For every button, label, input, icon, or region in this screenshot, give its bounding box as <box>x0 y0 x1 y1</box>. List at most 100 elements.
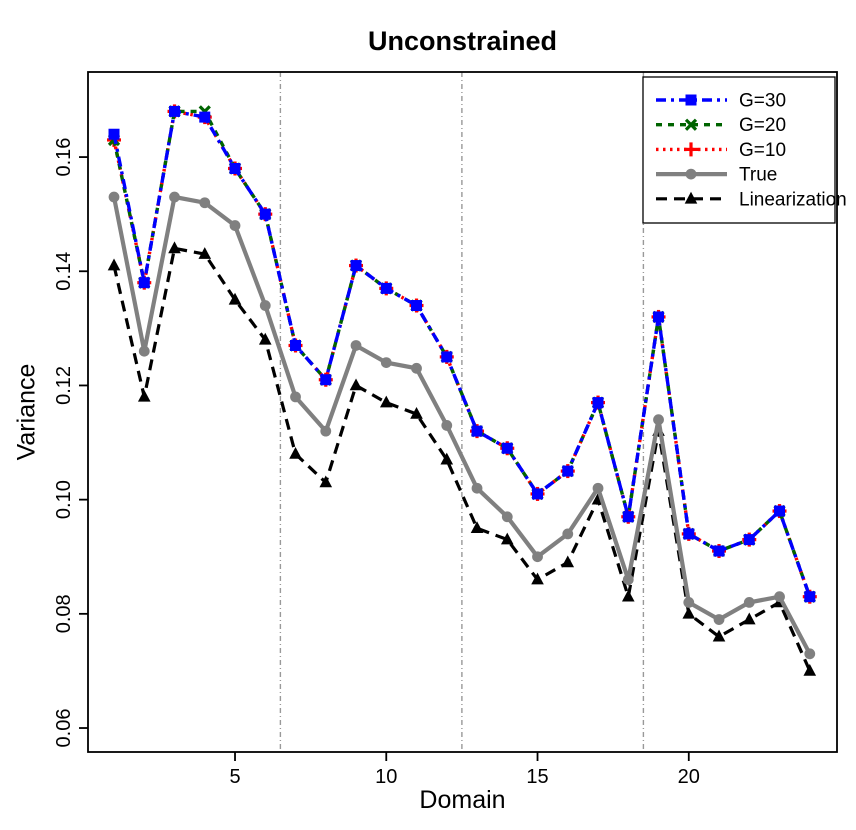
y-tick-label: 0.12 <box>53 366 75 405</box>
y-tick-label: 0.14 <box>53 252 75 291</box>
y-tick-label: 0.08 <box>53 594 75 633</box>
x-tick-label: 10 <box>375 766 397 788</box>
triangle-marker <box>258 332 272 345</box>
x-marker <box>684 118 698 131</box>
square-marker <box>622 511 634 523</box>
circle-marker <box>653 414 664 426</box>
circle-marker <box>532 551 543 563</box>
triangle-marker <box>410 406 423 419</box>
x-tick-label: 15 <box>526 766 548 788</box>
y-tick-label: 0.06 <box>53 709 75 748</box>
square-marker <box>350 260 362 272</box>
circle-marker <box>713 614 725 625</box>
circle-marker <box>108 191 120 203</box>
square-marker <box>108 128 120 140</box>
legend-label: Linearization <box>739 189 847 210</box>
circle-marker <box>683 597 695 608</box>
separator-gridlines <box>279 72 645 752</box>
legend: G=30 G=20 G=10 True Linearization <box>642 76 847 224</box>
circle-marker <box>622 574 634 585</box>
circle-marker <box>501 511 513 523</box>
square-marker <box>199 111 211 123</box>
circle-marker <box>290 391 301 403</box>
square-marker <box>653 311 665 323</box>
circle-marker <box>411 362 422 374</box>
circle-marker <box>229 220 241 231</box>
square-marker <box>501 442 513 454</box>
legend-label: G=10 <box>739 140 786 161</box>
square-marker <box>290 339 302 351</box>
square-marker <box>685 94 697 106</box>
square-marker <box>532 488 544 500</box>
y-tick-label: 0.16 <box>53 138 75 177</box>
circle-marker <box>441 420 453 431</box>
legend-label: True <box>739 165 777 186</box>
circle-marker <box>199 197 211 209</box>
triangle-marker <box>440 452 454 465</box>
triangle-marker <box>621 589 635 602</box>
square-marker <box>592 397 604 409</box>
x-tick-label: 5 <box>229 766 240 788</box>
triangle-marker <box>712 629 726 642</box>
square-marker <box>411 300 423 312</box>
legend-entry: Linearization <box>656 189 847 210</box>
triangle-marker <box>470 521 484 533</box>
circle-marker <box>138 345 150 357</box>
y-axis: 0.06 0.08 0.10 0.12 0.14 0.16 <box>53 138 88 748</box>
square-marker <box>743 534 755 546</box>
plot-frame <box>87 71 838 753</box>
series-line <box>111 194 812 655</box>
square-marker <box>562 465 574 477</box>
circle-marker <box>774 591 785 603</box>
legend-entry: G=20 <box>656 115 786 136</box>
square-marker <box>471 425 483 437</box>
triangle-marker <box>561 555 575 568</box>
series-line <box>112 246 812 672</box>
x-axis-label: Domain <box>419 786 506 814</box>
circle-marker <box>320 425 332 437</box>
legend-entry: G=10 <box>656 140 786 161</box>
triangle-marker <box>228 292 242 305</box>
legend-entry: G=30 <box>656 91 786 112</box>
triangle-marker <box>531 572 544 585</box>
legend-label: G=20 <box>739 115 786 136</box>
legend-label: G=30 <box>739 91 786 112</box>
square-marker <box>380 282 392 294</box>
y-tick-label: 0.10 <box>53 480 75 519</box>
square-marker <box>259 208 271 220</box>
circle-marker <box>592 482 604 494</box>
chart-title: Unconstrained <box>367 26 558 56</box>
triangle-marker <box>803 663 817 676</box>
square-marker <box>320 374 332 386</box>
legend-entry: True <box>656 165 777 186</box>
triangle-marker <box>137 389 151 402</box>
y-axis-label: Variance <box>12 363 41 461</box>
triangle-marker <box>349 378 363 391</box>
x-tick-label: 20 <box>678 766 700 788</box>
circle-marker <box>804 648 816 660</box>
triangle-marker <box>682 606 696 619</box>
series-true <box>108 191 816 660</box>
series-g-30 <box>108 105 816 603</box>
circle-marker <box>471 482 483 494</box>
circle-marker <box>350 340 362 351</box>
square-marker <box>441 351 453 363</box>
circle-marker <box>169 191 180 203</box>
x-axis: 5 10 15 20 <box>229 752 700 788</box>
triangle-marker <box>500 532 514 545</box>
square-marker <box>683 528 695 540</box>
circle-marker <box>743 597 755 608</box>
triangle-marker <box>198 247 212 259</box>
triangle-marker <box>684 191 698 204</box>
triangle-marker <box>319 475 333 488</box>
square-marker <box>169 105 181 117</box>
triangle-marker <box>107 258 121 271</box>
triangle-marker <box>379 395 393 408</box>
circle-marker <box>380 357 392 369</box>
circle-marker <box>259 300 271 311</box>
triangle-marker <box>289 446 302 459</box>
triangle-marker <box>742 612 756 625</box>
triangle-marker <box>168 241 181 254</box>
